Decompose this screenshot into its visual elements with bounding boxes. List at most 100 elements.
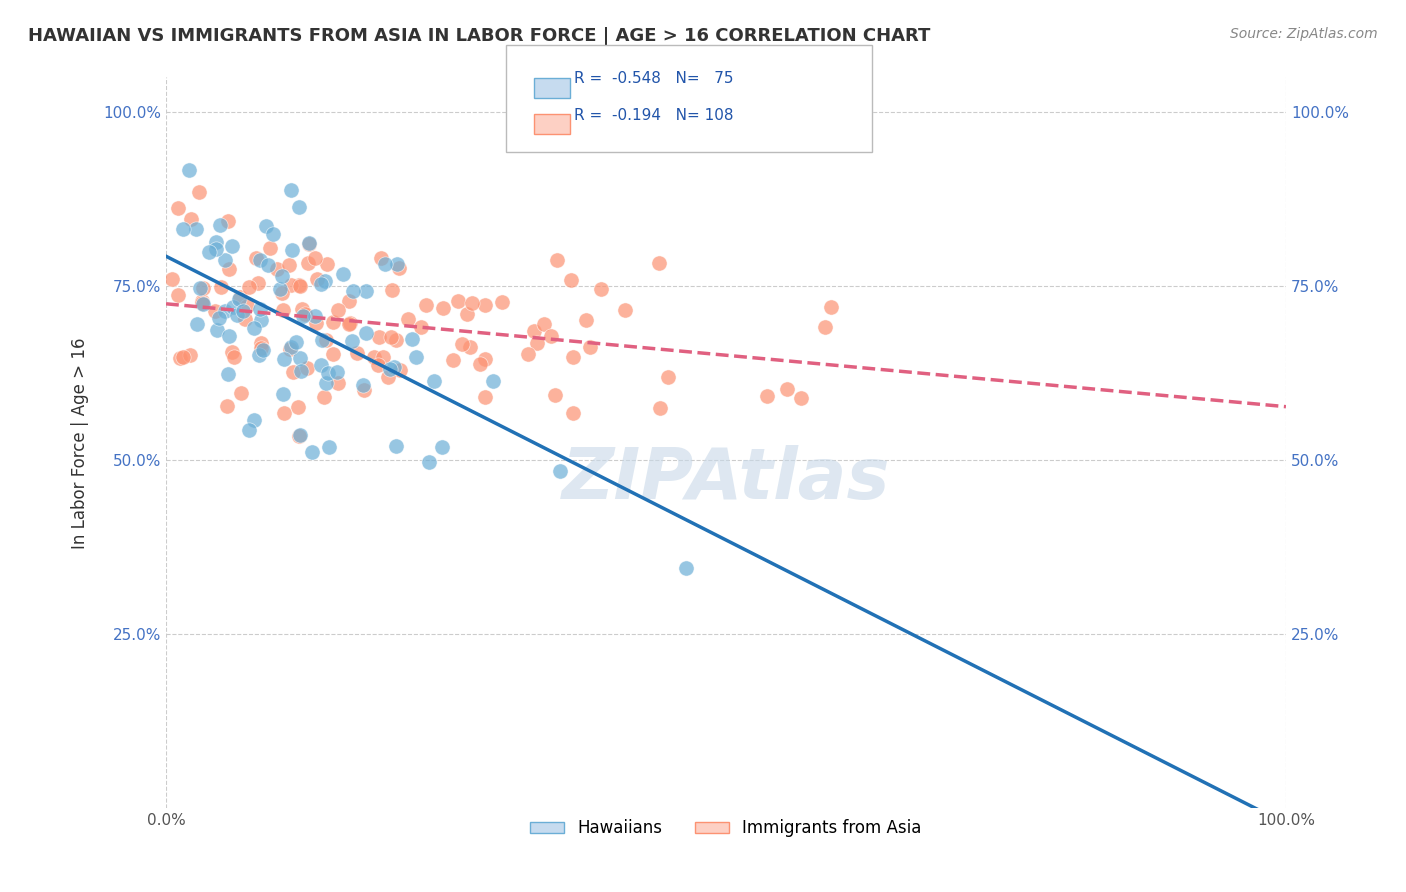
Immigrants from Asia (235, 299, 257, 313)
Hawaiians (271, 268, 294, 283)
Hawaiians (316, 366, 339, 380)
Hawaiians (432, 440, 454, 454)
Hawaiians (304, 309, 326, 323)
Hawaiians (269, 282, 291, 296)
Immigrants from Asia (166, 202, 188, 216)
Immigrants from Asia (820, 300, 842, 314)
Immigrants from Asia (755, 389, 778, 403)
Immigrants from Asia (367, 358, 389, 372)
Immigrants from Asia (217, 213, 239, 227)
Hawaiians (318, 440, 340, 454)
Immigrants from Asia (280, 343, 302, 357)
Hawaiians (374, 257, 396, 271)
Immigrants from Asia (291, 302, 314, 317)
Immigrants from Asia (287, 400, 309, 414)
Immigrants from Asia (814, 319, 837, 334)
Immigrants from Asia (305, 316, 328, 330)
Immigrants from Asia (339, 294, 361, 309)
Hawaiians (191, 296, 214, 310)
Hawaiians (309, 277, 332, 291)
Immigrants from Asia (460, 340, 482, 354)
Hawaiians (280, 182, 302, 196)
Hawaiians (356, 285, 378, 299)
Immigrants from Asia (337, 317, 360, 331)
Immigrants from Asia (474, 390, 496, 404)
Immigrants from Asia (647, 256, 669, 270)
Legend: Hawaiians, Immigrants from Asia: Hawaiians, Immigrants from Asia (524, 813, 928, 844)
Immigrants from Asia (298, 236, 321, 251)
Immigrants from Asia (385, 333, 408, 347)
Immigrants from Asia (271, 286, 294, 301)
Immigrants from Asia (266, 262, 288, 277)
Hawaiians (198, 244, 221, 259)
Hawaiians (205, 242, 228, 256)
Text: HAWAIIAN VS IMMIGRANTS FROM ASIA IN LABOR FORCE | AGE > 16 CORRELATION CHART: HAWAIIAN VS IMMIGRANTS FROM ASIA IN LABO… (28, 27, 931, 45)
Hawaiians (222, 300, 245, 314)
Immigrants from Asia (579, 340, 602, 354)
Immigrants from Asia (193, 281, 215, 295)
Immigrants from Asia (650, 401, 672, 415)
Hawaiians (186, 222, 208, 236)
Hawaiians (238, 423, 260, 437)
Immigrants from Asia (775, 382, 797, 396)
Immigrants from Asia (363, 350, 385, 364)
Hawaiians (232, 304, 254, 318)
Immigrants from Asia (250, 341, 273, 355)
Hawaiians (214, 252, 236, 267)
Hawaiians (315, 376, 337, 390)
Immigrants from Asia (172, 350, 194, 364)
Hawaiians (186, 317, 208, 331)
Hawaiians (342, 285, 364, 299)
Immigrants from Asia (443, 353, 465, 368)
Hawaiians (354, 326, 377, 341)
Immigrants from Asia (415, 298, 437, 312)
Hawaiians (548, 464, 571, 478)
Immigrants from Asia (540, 329, 562, 343)
Immigrants from Asia (377, 370, 399, 384)
Hawaiians (290, 364, 312, 378)
Immigrants from Asia (180, 212, 202, 227)
Hawaiians (405, 351, 427, 365)
Immigrants from Asia (474, 351, 496, 366)
Immigrants from Asia (388, 261, 411, 276)
Hawaiians (228, 293, 250, 307)
Hawaiians (314, 274, 336, 288)
Hawaiians (418, 455, 440, 469)
Hawaiians (482, 374, 505, 388)
Hawaiians (326, 365, 349, 379)
Immigrants from Asia (191, 296, 214, 310)
Immigrants from Asia (167, 288, 190, 302)
Immigrants from Asia (326, 302, 349, 317)
Text: R =  -0.194   N= 108: R = -0.194 N= 108 (574, 109, 733, 123)
Immigrants from Asia (322, 346, 344, 360)
Immigrants from Asia (326, 376, 349, 390)
Immigrants from Asia (233, 312, 256, 326)
Hawaiians (301, 444, 323, 458)
Immigrants from Asia (561, 351, 583, 365)
Hawaiians (332, 267, 354, 281)
Immigrants from Asia (288, 279, 311, 293)
Hawaiians (243, 321, 266, 335)
Immigrants from Asia (411, 319, 433, 334)
Hawaiians (242, 413, 264, 427)
Hawaiians (385, 440, 408, 454)
Hawaiians (252, 343, 274, 358)
Hawaiians (273, 351, 295, 366)
Immigrants from Asia (790, 391, 813, 405)
Immigrants from Asia (432, 301, 454, 315)
Hawaiians (205, 323, 228, 337)
Immigrants from Asia (307, 272, 329, 286)
Hawaiians (218, 328, 240, 343)
Hawaiians (378, 361, 401, 376)
Hawaiians (257, 258, 280, 272)
Immigrants from Asia (526, 335, 548, 350)
Immigrants from Asia (346, 346, 368, 360)
Immigrants from Asia (294, 307, 316, 321)
Immigrants from Asia (179, 348, 201, 362)
Immigrants from Asia (657, 369, 679, 384)
Hawaiians (249, 302, 271, 317)
Immigrants from Asia (368, 330, 391, 344)
Hawaiians (188, 280, 211, 294)
Hawaiians (214, 304, 236, 318)
Immigrants from Asia (238, 280, 260, 294)
